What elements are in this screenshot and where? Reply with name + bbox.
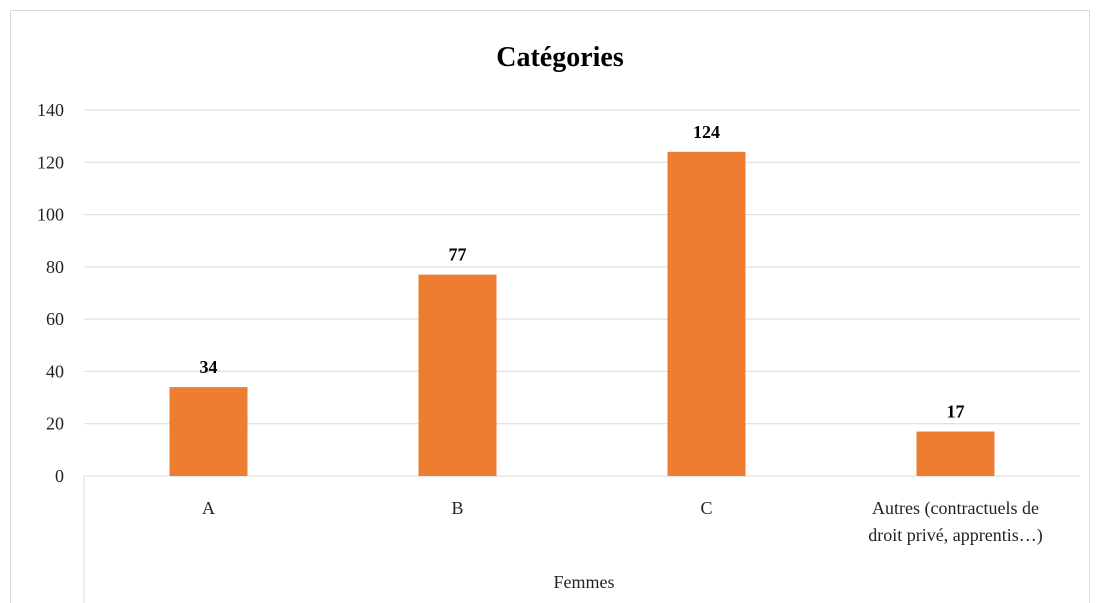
chart-frame xyxy=(10,10,1090,603)
bar-3 xyxy=(667,151,746,477)
category-label: B xyxy=(451,498,463,518)
category-label: C xyxy=(700,498,712,518)
y-tick-label: 40 xyxy=(46,361,64,381)
bar-4 xyxy=(916,431,995,476)
category-label: Autres (contractuels de droit privé, appr… xyxy=(868,498,1042,546)
gridlines xyxy=(84,109,1080,477)
data-label: 17 xyxy=(947,402,965,422)
bars xyxy=(169,151,995,477)
y-tick-label: 100 xyxy=(37,205,64,225)
y-tick-label: 80 xyxy=(46,257,64,277)
y-tick-label: 140 xyxy=(37,100,64,120)
data-label: 77 xyxy=(449,245,467,265)
axes: 0 20 40 60 80 100 120 140 xyxy=(37,100,85,603)
y-tick-label: 120 xyxy=(37,152,64,172)
y-tick-label: 60 xyxy=(46,309,64,329)
category-labels: A B C Autres (contractuels de droit privé, a… xyxy=(202,498,1043,546)
category-label-line: C xyxy=(700,498,712,518)
bar-1 xyxy=(169,387,248,476)
group-label: Femmes xyxy=(554,572,615,592)
category-label-line: A xyxy=(202,498,215,518)
category-label-line: droit privé, apprentis…) xyxy=(868,525,1042,546)
category-label-line: Autres (contractuels de xyxy=(872,498,1039,519)
category-label-line: B xyxy=(451,498,463,518)
data-label: 34 xyxy=(200,357,218,377)
y-tick-label: 0 xyxy=(55,466,64,486)
data-label: 124 xyxy=(693,122,720,142)
category-label: A xyxy=(202,498,215,518)
y-tick-label: 20 xyxy=(46,414,64,434)
chart-title: Catégories xyxy=(496,42,624,73)
bar-2 xyxy=(418,274,497,476)
data-labels: 34 77 124 17 xyxy=(200,122,965,422)
